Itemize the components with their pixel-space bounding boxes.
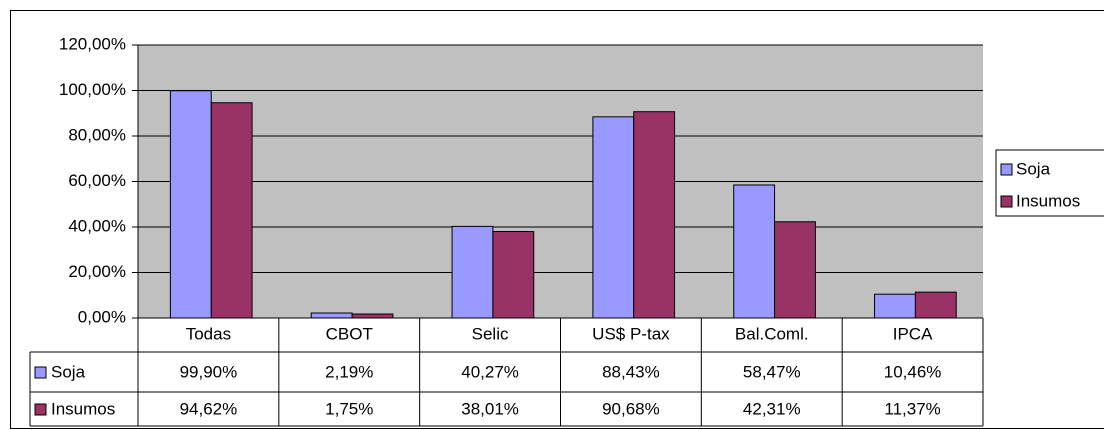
x-tick-label: Bal.Coml. xyxy=(735,324,809,343)
y-tick-label: 60,00% xyxy=(68,171,126,190)
bar xyxy=(210,102,253,319)
table-value: 58,47% xyxy=(743,362,801,381)
table-row-label: Insumos xyxy=(51,399,115,418)
table-value: 40,27% xyxy=(461,362,519,381)
bar xyxy=(733,184,776,319)
table-value: 10,46% xyxy=(884,362,942,381)
table-value: 88,43% xyxy=(602,362,660,381)
legend-box xyxy=(995,149,1104,217)
x-tick-label: Todas xyxy=(186,324,231,343)
legend-label: Soja xyxy=(1016,159,1051,178)
bar xyxy=(633,111,676,319)
table-value: 1,75% xyxy=(325,399,373,418)
x-tick-label: IPCA xyxy=(893,324,933,343)
x-tick-label: CBOT xyxy=(326,324,373,343)
bar xyxy=(914,291,957,319)
y-tick-label: 80,00% xyxy=(68,125,126,144)
legend-key xyxy=(1000,163,1013,176)
bar xyxy=(351,313,394,319)
y-tick-label: 40,00% xyxy=(68,216,126,235)
table-key xyxy=(34,403,47,416)
y-tick-label: 0,00% xyxy=(78,307,126,326)
table-value: 99,90% xyxy=(180,362,238,381)
x-tick-label: US$ P-tax xyxy=(592,324,670,343)
bar xyxy=(492,231,535,319)
table-value: 11,37% xyxy=(884,399,940,418)
y-tick-label: 100,00% xyxy=(59,80,126,99)
y-tick-label: 120,00% xyxy=(59,34,126,53)
legend-key xyxy=(1000,195,1013,208)
bar xyxy=(874,293,916,319)
bar xyxy=(451,225,494,319)
bar xyxy=(169,90,212,319)
table-value: 42,31% xyxy=(743,399,801,418)
y-tick-label: 20,00% xyxy=(68,262,126,281)
table-row-label: Soja xyxy=(51,362,86,381)
table-key xyxy=(34,366,47,379)
legend-label: Insumos xyxy=(1016,191,1080,210)
table-value: 90,68% xyxy=(602,399,660,418)
x-tick-label: Selic xyxy=(472,324,509,343)
table-value: 38,01% xyxy=(461,399,519,418)
bar xyxy=(774,221,816,319)
table-value: 2,19% xyxy=(325,362,373,381)
bar xyxy=(592,116,635,319)
bar xyxy=(310,312,353,319)
table-value: 94,62% xyxy=(180,399,238,418)
